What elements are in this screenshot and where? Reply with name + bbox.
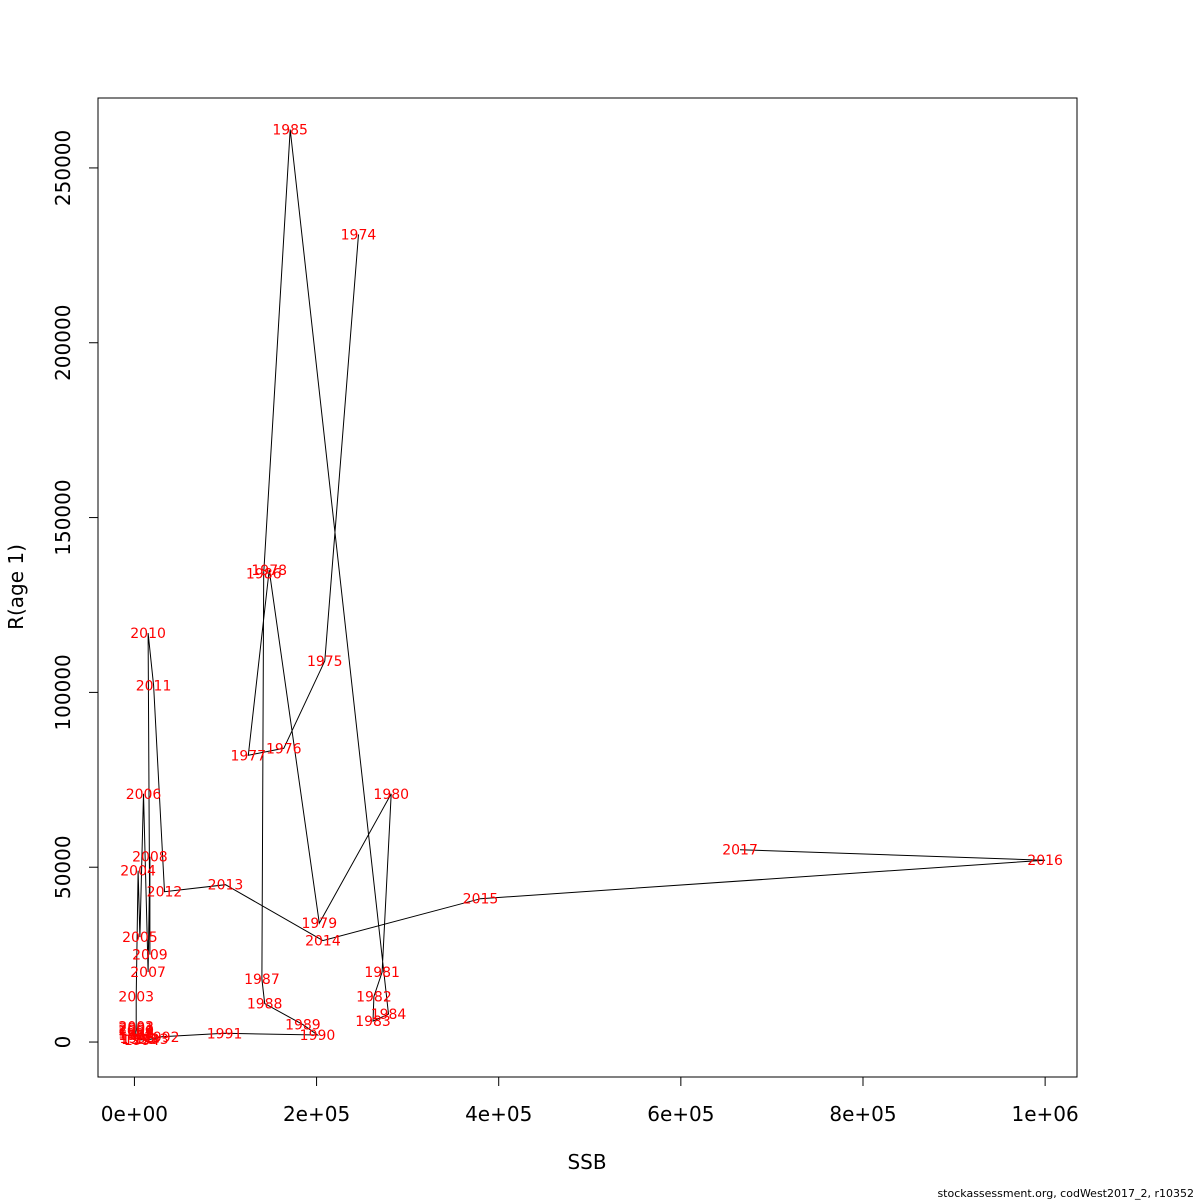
point-label-1995: 1995 [121, 1032, 157, 1048]
point-label-2008: 2008 [132, 850, 168, 866]
x-tick-label: 0e+00 [101, 1102, 168, 1126]
point-label-2013: 2013 [208, 878, 244, 894]
point-label-2010: 2010 [130, 626, 166, 642]
x-tick-label: 8e+05 [829, 1102, 896, 1126]
point-label-1987: 1987 [244, 972, 280, 988]
point-label-2005: 2005 [122, 930, 158, 946]
point-label-2012: 2012 [147, 885, 183, 901]
point-label-2009: 2009 [132, 948, 168, 964]
y-tick-label: 0 [51, 1036, 75, 1049]
point-label-2000: 2000 [118, 1023, 154, 1039]
x-tick-label: 4e+05 [465, 1102, 532, 1126]
point-label-1980: 1980 [373, 787, 409, 803]
point-label-2006: 2006 [126, 787, 162, 803]
y-tick-label: 150000 [51, 479, 75, 555]
y-axis-title: R(age 1) [4, 544, 28, 630]
point-label-2004: 2004 [120, 864, 156, 880]
point-label-2002: 2002 [118, 1019, 154, 1035]
point-label-2015: 2015 [463, 892, 499, 908]
point-label-1984: 1984 [371, 1007, 407, 1023]
x-axis-title: SSB [567, 1150, 606, 1174]
point-label-1982: 1982 [356, 990, 392, 1006]
point-label-2003: 2003 [118, 990, 154, 1006]
point-label-1986: 1986 [246, 567, 282, 583]
y-tick-label: 250000 [51, 130, 75, 206]
point-label-1989: 1989 [285, 1018, 321, 1034]
point-label-1999: 1999 [118, 1025, 154, 1041]
y-tick-label: 100000 [51, 654, 75, 730]
point-label-1994: 1994 [124, 1033, 160, 1049]
y-tick-label: 50000 [51, 835, 75, 899]
plot-frame [97, 97, 1078, 1078]
point-label-1996: 1996 [119, 1031, 155, 1047]
point-label-1977: 1977 [230, 748, 266, 764]
y-axis: 0 50000 100000 150000 200000 250000 [51, 130, 99, 1049]
x-tick-label: 2e+05 [283, 1102, 350, 1126]
point-label-1978: 1978 [251, 563, 287, 579]
x-tick-label: 6e+05 [647, 1102, 714, 1126]
point-label-2001: 2001 [118, 1021, 154, 1037]
point-label-1992: 1992 [144, 1030, 180, 1046]
point-label-1976: 1976 [266, 741, 302, 757]
point-label-1993: 1993 [133, 1032, 169, 1048]
point-label-1974: 1974 [341, 227, 377, 243]
point-label-1988: 1988 [247, 997, 283, 1013]
point-label-1985: 1985 [272, 122, 308, 138]
point-label-1998: 1998 [118, 1026, 154, 1042]
point-label-1990: 1990 [300, 1028, 336, 1044]
point-label-2014: 2014 [305, 934, 341, 950]
point-label-2017: 2017 [722, 843, 758, 859]
point-label-2016: 2016 [1027, 853, 1063, 869]
footer-credit: stockassessment.org, codWest2017_2, r103… [937, 1187, 1194, 1200]
point-label-2007: 2007 [130, 965, 166, 981]
point-label-1991: 1991 [207, 1026, 243, 1042]
point-label-1979: 1979 [301, 916, 337, 932]
series-line [135, 129, 1046, 1041]
x-tick-label: 1e+06 [1012, 1102, 1079, 1126]
point-label-2011: 2011 [136, 678, 172, 694]
point-label-1981: 1981 [364, 965, 400, 981]
y-tick-label: 200000 [51, 305, 75, 381]
x-axis: 0e+00 2e+05 4e+05 6e+05 8e+05 1e+06 [101, 1076, 1079, 1126]
point-label-1983: 1983 [355, 1014, 391, 1030]
point-label-1975: 1975 [307, 654, 343, 670]
point-label-1997: 1997 [118, 1028, 154, 1044]
